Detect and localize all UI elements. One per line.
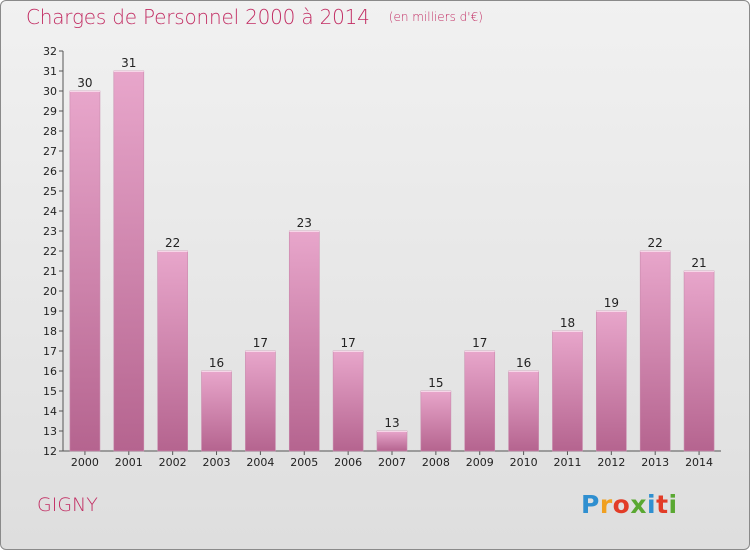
y-tick-label: 17 bbox=[43, 345, 57, 358]
logo-letter: r bbox=[599, 490, 613, 519]
y-tick-label: 14 bbox=[43, 405, 57, 418]
logo-letter: i bbox=[668, 490, 678, 519]
y-tick-label: 21 bbox=[43, 265, 57, 278]
bar bbox=[245, 350, 276, 452]
bar bbox=[420, 390, 452, 452]
y-tick-label: 12 bbox=[43, 445, 57, 458]
x-tick-label: 2013 bbox=[641, 456, 669, 469]
logo-letter: x bbox=[630, 490, 647, 519]
value-label: 15 bbox=[428, 376, 443, 390]
y-tick-label: 13 bbox=[43, 425, 57, 438]
y-tick-label: 22 bbox=[43, 245, 57, 258]
y-tick-label: 24 bbox=[43, 205, 57, 218]
value-label: 31 bbox=[121, 56, 136, 70]
y-tick-label: 23 bbox=[43, 225, 57, 238]
axes: 12 13 14 15 16 17 18 19 20 21 22 23 24 25 26 27 28 29 30 31… bbox=[43, 45, 721, 469]
value-label: 17 bbox=[472, 336, 487, 350]
value-label: 16 bbox=[516, 356, 531, 370]
x-tick-label: 2001 bbox=[115, 456, 143, 469]
y-tick-label: 26 bbox=[43, 165, 57, 178]
x-tick-label: 2000 bbox=[71, 456, 99, 469]
y-tick-label: 25 bbox=[43, 185, 57, 198]
bar bbox=[201, 370, 232, 452]
value-label: 19 bbox=[604, 296, 619, 310]
y-tick-label: 18 bbox=[43, 325, 57, 338]
value-label: 21 bbox=[691, 256, 706, 270]
value-label: 23 bbox=[297, 216, 312, 230]
x-tick-label: 2010 bbox=[510, 456, 538, 469]
x-tick-label: 2008 bbox=[422, 456, 450, 469]
bar bbox=[69, 90, 101, 452]
value-label: 17 bbox=[253, 336, 268, 350]
logo-letter: P bbox=[581, 490, 600, 519]
x-tick-label: 2002 bbox=[159, 456, 187, 469]
chart-title-block: Charges de Personnel 2000 à 2014 (en mil… bbox=[26, 5, 483, 29]
value-label: 22 bbox=[165, 236, 180, 250]
x-tick-label: 2004 bbox=[246, 456, 274, 469]
x-tick-label: 2003 bbox=[203, 456, 231, 469]
x-tick-label: 2007 bbox=[378, 456, 406, 469]
y-tick-label: 29 bbox=[43, 105, 57, 118]
town-name: GIGNY bbox=[37, 494, 98, 516]
y-tick-label: 19 bbox=[43, 305, 57, 318]
bar bbox=[683, 270, 715, 452]
x-tick-label: 2011 bbox=[553, 456, 581, 469]
bar bbox=[157, 250, 188, 452]
value-label: 30 bbox=[77, 76, 92, 90]
bar bbox=[288, 230, 320, 452]
bar bbox=[639, 250, 671, 452]
value-label: 17 bbox=[340, 336, 355, 350]
bar bbox=[332, 350, 364, 452]
logo-letter: o bbox=[612, 490, 631, 519]
x-tick-label: 2005 bbox=[290, 456, 318, 469]
bar bbox=[508, 370, 539, 452]
y-tick-label: 27 bbox=[43, 145, 57, 158]
chart-title: Charges de Personnel 2000 à 2014 bbox=[26, 5, 370, 29]
value-label: 13 bbox=[384, 416, 399, 430]
y-tick-label: 30 bbox=[43, 85, 57, 98]
y-tick-label: 20 bbox=[43, 285, 57, 298]
y-tick-label: 15 bbox=[43, 385, 57, 398]
proxiti-logo: Proxiti bbox=[581, 490, 678, 519]
x-tick-label: 2014 bbox=[685, 456, 713, 469]
y-tick-label: 16 bbox=[43, 365, 57, 378]
bar bbox=[464, 350, 496, 452]
value-label: 18 bbox=[560, 316, 575, 330]
value-labels: 30 31 22 16 17 23 17 13 15 17 16 18 19 22 21 bbox=[77, 56, 706, 430]
bar bbox=[376, 430, 408, 452]
x-tick-label: 2006 bbox=[334, 456, 362, 469]
logo-letter: t bbox=[656, 490, 669, 519]
value-label: 16 bbox=[209, 356, 224, 370]
x-tick-label: 2009 bbox=[466, 456, 494, 469]
value-label: 22 bbox=[648, 236, 663, 250]
y-tick-label: 32 bbox=[43, 45, 57, 58]
bar bbox=[552, 330, 583, 452]
chart-unit: (en milliers d'€) bbox=[388, 10, 483, 24]
logo-letter: i bbox=[647, 490, 657, 519]
x-tick-label: 2012 bbox=[597, 456, 625, 469]
y-tick-label: 31 bbox=[43, 65, 57, 78]
bar bbox=[113, 70, 145, 452]
y-tick-label: 28 bbox=[43, 125, 57, 138]
bar bbox=[596, 310, 627, 452]
bars bbox=[69, 70, 715, 452]
